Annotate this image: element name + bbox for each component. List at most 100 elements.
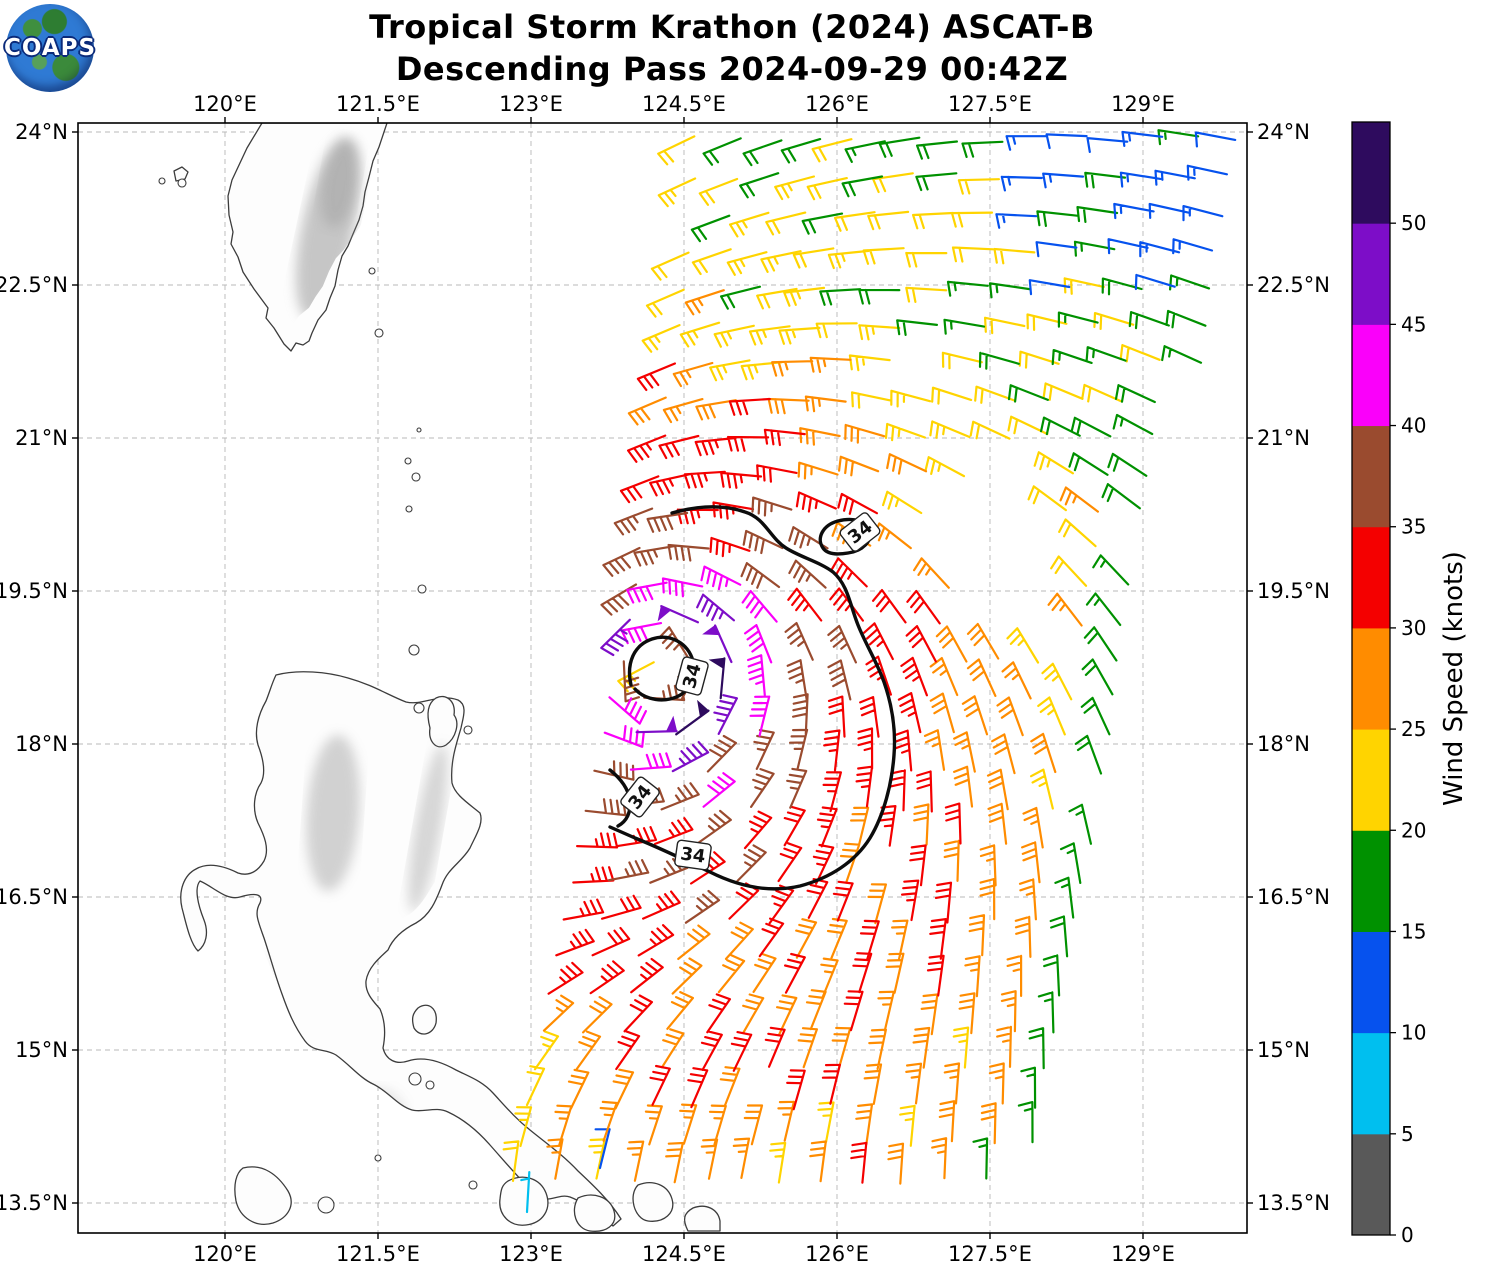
axis-labels: 120°E 120°E 121.5°E 121.5°E 123°E 123°E 124.5°…	[0, 92, 1330, 1264]
lon-tick-label-bottom: 129°E	[1111, 1242, 1175, 1264]
colorbar-segment	[1352, 324, 1390, 427]
lon-tick-label-bottom: 124.5°E	[642, 1242, 726, 1264]
coastline-islet	[463, 725, 473, 735]
colorbar: 0 5 10 15 20 25 30 35 40 45 50 Wind Speed (knots)	[1351, 121, 1469, 1247]
colorbar-segment	[1352, 830, 1390, 932]
colorbar-tick-label: 10	[1401, 1021, 1426, 1045]
colorbar-segment	[1352, 627, 1390, 730]
colorbar-segment	[1352, 122, 1390, 224]
coastline-islet	[405, 505, 413, 513]
lon-tick-label-top: 120°E	[193, 92, 257, 116]
terrain-shading	[320, 138, 360, 228]
colorbar-segment	[1352, 1133, 1390, 1236]
lat-tick-label-right: 21°N	[1257, 426, 1310, 450]
lat-tick-label-right: 24°N	[1257, 120, 1310, 144]
lat-tick-label-left: 16.5°N	[0, 885, 68, 909]
coastline-islet	[408, 644, 420, 656]
terrain-shading	[241, 955, 275, 1051]
title-line-1: Tropical Storm Krathon (2024) ASCAT-B	[369, 8, 1095, 46]
lat-tick-label-right: 18°N	[1257, 732, 1310, 756]
contour-label-34: 34	[674, 839, 712, 871]
coaps-logo: COAPS	[3, 4, 97, 92]
coastline-islet	[374, 328, 384, 338]
coastline-island	[683, 1205, 721, 1232]
colorbar-tick-label: 30	[1401, 616, 1426, 640]
lon-tick-label-bottom: 126°E	[805, 1242, 869, 1264]
coastline-island	[173, 166, 189, 182]
coastline-island	[632, 1182, 674, 1222]
coastline-island	[499, 1176, 549, 1226]
coastline-islet	[416, 427, 422, 433]
contour-label-34: 34	[675, 656, 709, 696]
lon-tick-label-bottom: 120°E	[193, 1242, 257, 1264]
colorbar-segment	[1352, 729, 1390, 831]
lon-tick-label-top: 121.5°E	[336, 92, 420, 116]
coaps-logo-text: COAPS	[3, 35, 97, 61]
contour-label-34: 34	[839, 512, 881, 552]
coastline-islet	[408, 1072, 422, 1086]
lat-tick-label-right: 16.5°N	[1257, 885, 1330, 909]
lat-tick-label-right: 13.5°N	[1257, 1191, 1330, 1215]
coastline-islet	[404, 457, 412, 465]
coastline-island	[573, 1194, 616, 1232]
lon-tick-label-top: 129°E	[1111, 92, 1175, 116]
lat-tick-label-left: 15°N	[15, 1038, 68, 1062]
colorbar-tick-label: 20	[1401, 818, 1426, 842]
lat-tick-label-left: 21°N	[15, 426, 68, 450]
lon-tick-label-top: 123°E	[499, 92, 563, 116]
title-line-2: Descending Pass 2024-09-29 00:42Z	[395, 50, 1069, 89]
lat-tick-label-left: 13.5°N	[0, 1191, 68, 1215]
coastline-islet	[413, 702, 425, 714]
colorbar-tick-label: 35	[1401, 515, 1426, 539]
coastline-islet	[317, 1196, 335, 1214]
lon-tick-label-top: 127.5°E	[948, 92, 1032, 116]
colorbar-tick-label: 15	[1401, 919, 1426, 943]
lon-tick-label-bottom: 123°E	[499, 1242, 563, 1264]
lon-tick-label-top: 124.5°E	[642, 92, 726, 116]
colorbar-tick-label: 25	[1401, 717, 1426, 741]
coastline-island	[234, 1166, 292, 1225]
coastline-islet	[468, 1180, 478, 1190]
colorbar-axis-label: Wind Speed (knots)	[1439, 551, 1469, 806]
coastline-island	[427, 695, 458, 748]
axis-ticks	[72, 117, 1253, 1239]
colorbar-tick-label: 0	[1401, 1223, 1414, 1247]
colorbar-tick-label: 50	[1401, 211, 1426, 235]
coastline-islet	[425, 1080, 435, 1090]
lat-tick-label-left: 18°N	[15, 732, 68, 756]
colorbar-tick-label: 45	[1401, 312, 1426, 336]
coastline-luzon	[180, 671, 622, 1227]
terrain-shading	[306, 735, 360, 891]
map-frame	[77, 122, 1248, 1234]
lat-tick-label-left: 22.5°N	[0, 273, 68, 297]
coastline-islet	[374, 1154, 382, 1162]
lat-tick-label-left: 24°N	[15, 120, 68, 144]
colorbar-segment	[1352, 223, 1390, 325]
lon-tick-label-bottom: 127.5°E	[948, 1242, 1032, 1264]
colorbar-segment	[1352, 425, 1390, 528]
colorbar-tick-label: 40	[1401, 414, 1426, 438]
lon-tick-label-top: 126°E	[805, 92, 869, 116]
lat-tick-label-right: 19.5°N	[1257, 579, 1330, 603]
lon-tick-label-bottom: 121.5°E	[336, 1242, 420, 1264]
coastlines	[158, 123, 721, 1232]
coastline-islet	[411, 472, 421, 482]
lat-tick-label-right: 22.5°N	[1257, 273, 1330, 297]
wind-barbs-layer	[502, 129, 1237, 1214]
lat-tick-label-left: 19.5°N	[0, 579, 68, 603]
coastline-islet	[158, 177, 166, 185]
colorbar-segment	[1352, 1032, 1390, 1135]
terrain-shading	[408, 744, 448, 912]
coastline-islet	[417, 584, 427, 594]
colorbar-segment	[1352, 526, 1390, 629]
coastline-island	[411, 1004, 437, 1035]
colorbar-tick-label: 5	[1401, 1122, 1414, 1146]
figure-title: Tropical Storm Krathon (2024) ASCAT-B De…	[0, 6, 1464, 90]
lat-tick-label-right: 15°N	[1257, 1038, 1310, 1062]
colorbar-segment	[1352, 931, 1390, 1034]
coastline-islet	[368, 267, 376, 275]
svg-text:34: 34	[679, 843, 707, 867]
